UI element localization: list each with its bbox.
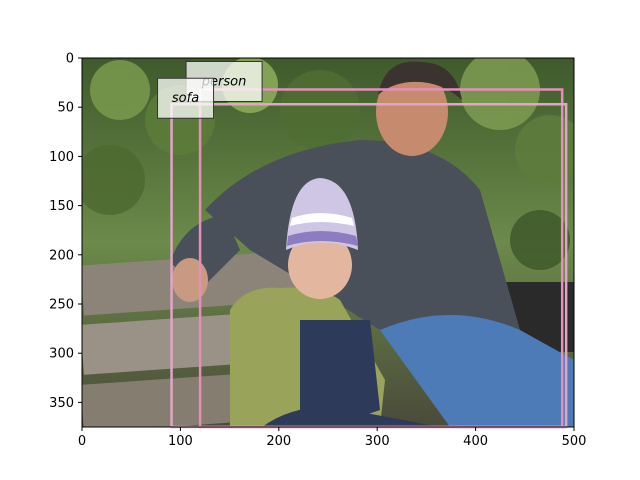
y-tick-label: 50	[57, 101, 74, 116]
y-tick-label: 150	[49, 199, 74, 214]
y-tick-label: 100	[49, 150, 74, 165]
man-figure	[170, 61, 574, 427]
x-tick-label: 200	[266, 434, 291, 449]
y-axis: 0 50 100 150 200 250 300 350	[49, 52, 82, 411]
sofa-label-box	[157, 77, 215, 119]
x-axis: 0 100 200 300 400 500	[78, 427, 587, 449]
y-tick-label: 250	[49, 298, 74, 313]
y-tick-label: 300	[49, 347, 74, 362]
y-tick-label: 200	[49, 248, 74, 263]
child-figure	[230, 178, 440, 427]
y-tick-label: 0	[66, 52, 74, 67]
x-tick-label: 0	[78, 434, 86, 449]
x-tick-label: 300	[365, 434, 390, 449]
sofa-label: sofa	[172, 91, 199, 106]
photo	[82, 58, 574, 427]
x-tick-label: 100	[168, 434, 193, 449]
x-tick-label: 400	[463, 434, 488, 449]
x-tick-label: 500	[562, 434, 587, 449]
y-tick-label: 350	[49, 396, 74, 411]
axes-frame	[81, 57, 575, 428]
